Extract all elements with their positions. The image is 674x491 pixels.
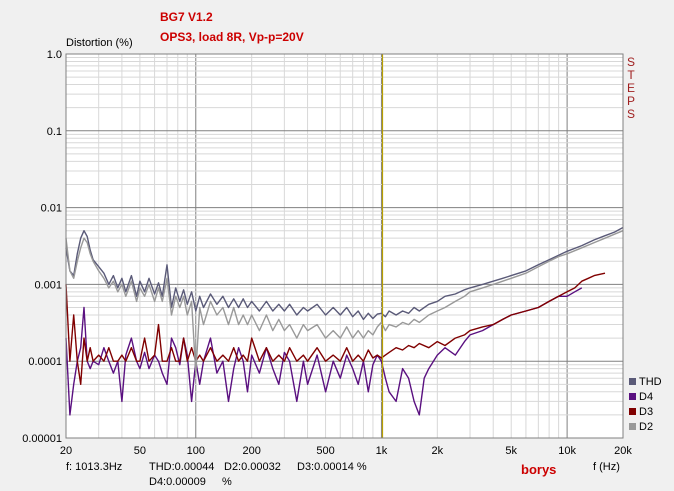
y-tick-labels: 1.0 0.1 0.01 0.001 0.0001 0.00001: [22, 49, 62, 445]
y-tick-label: 0.001: [34, 279, 62, 291]
x-tick-label: 100: [187, 445, 205, 457]
legend-swatch-d4: [629, 393, 636, 400]
percent-unit: %: [222, 476, 232, 488]
x-tick-label: 10k: [558, 445, 576, 457]
legend-swatch-d2: [629, 423, 636, 430]
legend-label-d3: D3: [639, 406, 653, 418]
thd-readout: THD:0.00044: [149, 461, 214, 473]
y-tick-label: 1.0: [47, 49, 62, 61]
x-tick-label: 50: [134, 445, 146, 457]
plot-frame: [65, 53, 624, 439]
x-tick-label: 20: [60, 445, 72, 457]
y-tick-label: 0.00001: [22, 433, 62, 445]
chart-title-line-1: BG7 V1.2: [160, 10, 213, 24]
x-tick-label: 500: [316, 445, 334, 457]
chart-title-line-2: OPS3, load 8R, Vp-p=20V: [160, 30, 304, 44]
legend-label-d2: D2: [639, 421, 653, 433]
series-layer: [65, 226, 624, 416]
x-tick-label: 2k: [432, 445, 444, 457]
x-tick-label: 5k: [505, 445, 517, 457]
d3-readout: D3:0.00014 %: [297, 461, 367, 473]
y-tick-label: 0.01: [41, 203, 62, 215]
signature: borys: [521, 462, 556, 477]
x-tick-labels: 20 50 100 200 500 1k 2k 5k 10k 20k: [60, 445, 632, 457]
grid: [66, 54, 623, 438]
x-axis-label: f (Hz): [593, 461, 620, 473]
legend: THD D4 D3 D2: [629, 376, 662, 433]
series-line-d3: [65, 272, 606, 385]
legend-swatch-d3: [629, 408, 636, 415]
legend-label-d4: D4: [639, 391, 653, 403]
series-line-thd: [65, 226, 624, 321]
d4-readout: D4:0.00009: [149, 476, 206, 488]
plot-area[interactable]: [66, 54, 623, 438]
d2-readout: D2:0.00032: [224, 461, 281, 473]
frequency-readout: f: 1013.3Hz: [66, 461, 122, 473]
series-line-d2: [65, 230, 624, 374]
x-tick-label: 1k: [376, 445, 388, 457]
x-tick-label: 200: [242, 445, 260, 457]
x-tick-label: 20k: [614, 445, 632, 457]
legend-label-thd: THD: [639, 376, 662, 388]
y-tick-label: 0.0001: [28, 356, 62, 368]
y-tick-label: 0.1: [47, 126, 62, 138]
y-axis-label: Distortion (%): [66, 37, 133, 49]
legend-swatch-thd: [629, 378, 636, 385]
